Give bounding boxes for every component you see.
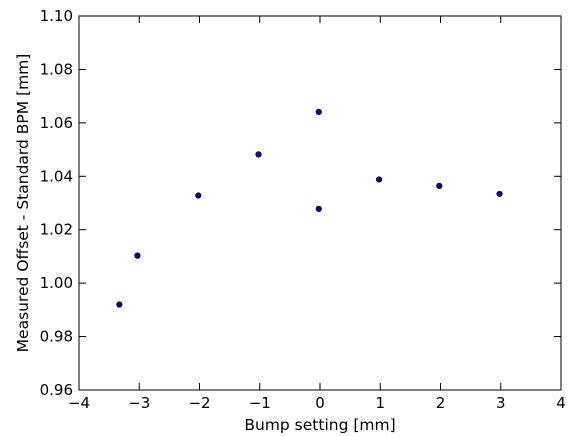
x-tick-label: 0 <box>315 394 325 412</box>
axis-ticks <box>78 15 562 391</box>
y-tick-label: 1.06 <box>40 114 73 132</box>
data-point <box>255 151 262 158</box>
tick-labels: −4 −3 −2 −1 0 1 2 3 4 0.96 0.98 1.00 1.02 1.04 1.06 1.0… <box>40 7 566 412</box>
data-point <box>375 176 383 183</box>
data-point <box>496 190 503 198</box>
y-axis-label: Measured Offset - Standard BPM [mm] <box>14 54 32 353</box>
y-tick-label: 1.04 <box>40 167 73 185</box>
data-point <box>195 192 202 199</box>
y-tick-label: 1.02 <box>40 221 73 239</box>
x-tick-label: 3 <box>496 394 506 412</box>
data-points <box>116 108 503 308</box>
data-point <box>315 108 322 116</box>
x-axis-label: Bump setting [mm] <box>244 416 395 434</box>
x-tick-label: −2 <box>188 394 210 412</box>
data-point <box>134 252 141 259</box>
data-point <box>116 301 123 308</box>
x-tick-label: −1 <box>249 394 271 412</box>
plot-frame <box>78 15 562 391</box>
x-tick-label: 2 <box>436 394 446 412</box>
y-tick-label: 0.98 <box>40 328 73 346</box>
x-tick-label: 4 <box>556 394 566 412</box>
y-tick-label: 1.10 <box>40 7 73 25</box>
x-tick-label: −3 <box>128 394 150 412</box>
y-tick-label: 1.08 <box>40 60 73 78</box>
data-point <box>436 182 443 190</box>
data-point <box>315 205 322 212</box>
y-tick-label: 0.96 <box>40 381 73 399</box>
y-tick-label: 1.00 <box>40 274 73 292</box>
x-tick-label: 1 <box>375 394 385 412</box>
x-tick-label: −4 <box>68 394 90 412</box>
